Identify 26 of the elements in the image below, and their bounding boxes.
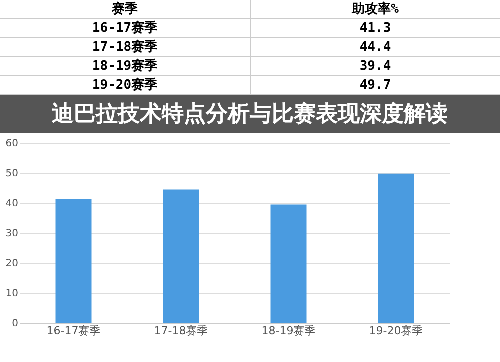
text: 18-19赛季 [0, 56, 250, 76]
text: 助攻率% [250, 0, 500, 18]
y-tick-label: 10 [6, 288, 18, 300]
y-tick-label: 60 [6, 138, 18, 150]
y-tick-label: 20 [6, 258, 18, 270]
x-tick-label: 19-20赛季 [369, 324, 424, 338]
text: 49.7 [250, 76, 500, 94]
text: 39.4 [250, 56, 500, 76]
text: 44.4 [250, 38, 500, 56]
bar [270, 204, 307, 323]
chart-title: 迪巴拉技术特点分析与比赛表现深度解读 [0, 95, 500, 133]
y-tick-label: 0 [12, 318, 18, 330]
text: 赛季 [0, 0, 250, 18]
text: 19-20赛季 [0, 76, 250, 94]
bar [163, 190, 200, 323]
y-tick-label: 40 [6, 198, 18, 210]
bar [378, 174, 414, 323]
text: 41.3 [250, 18, 500, 38]
text: 17-18赛季 [0, 38, 250, 56]
text: 16-17赛季 [0, 18, 250, 38]
x-tick-label: 18-19赛季 [262, 324, 316, 338]
y-tick-label: 50 [6, 168, 18, 180]
y-tick-label: 30 [6, 228, 18, 240]
x-tick-label: 17-18赛季 [154, 324, 208, 338]
bar [56, 199, 92, 323]
x-tick-label: 16-17赛季 [46, 324, 101, 338]
